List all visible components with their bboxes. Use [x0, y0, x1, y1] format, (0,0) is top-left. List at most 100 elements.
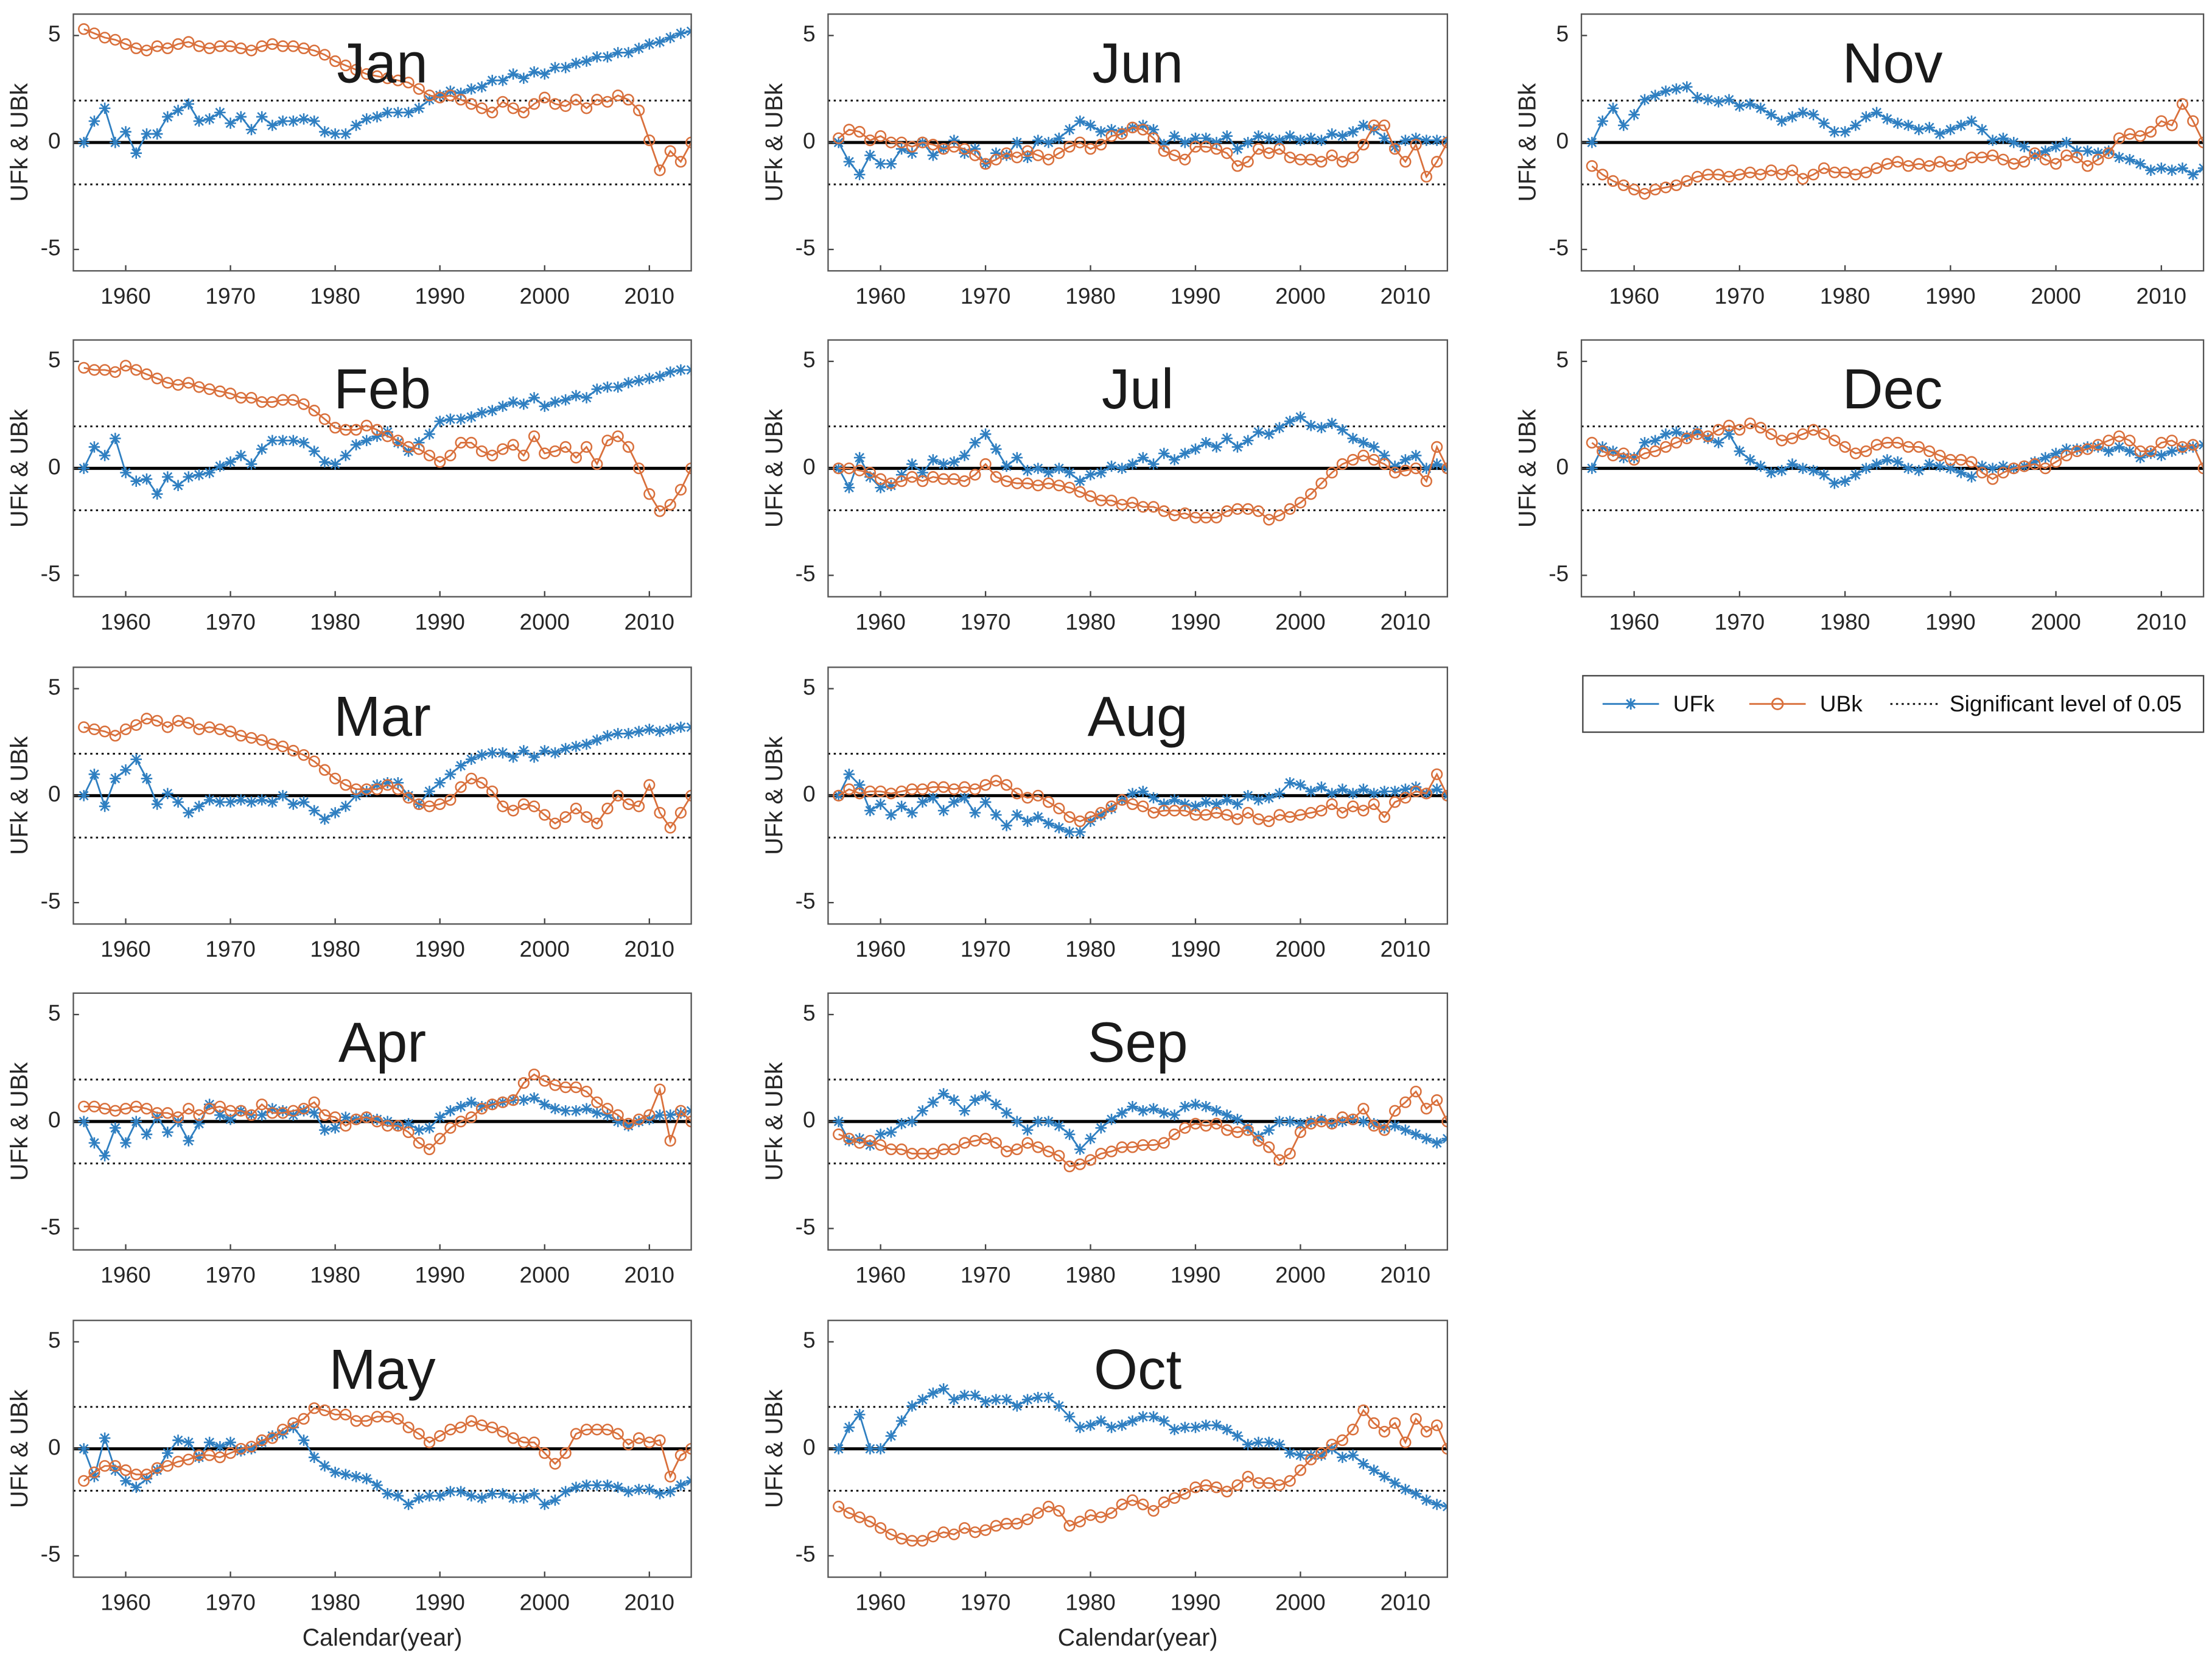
y-tick-label: 0	[803, 781, 816, 806]
point	[2018, 460, 2031, 472]
point	[308, 1107, 320, 1119]
x-tick-label: 1990	[415, 1589, 464, 1615]
panel: 1960 1970 1980 1990 2000 2010 -5 0 5 Nov UFk & UBk	[1514, 13, 2205, 309]
point	[1105, 124, 1118, 136]
point	[413, 1492, 425, 1504]
point	[979, 158, 992, 170]
point	[979, 458, 992, 470]
point	[1211, 441, 1222, 453]
point	[948, 456, 960, 468]
point	[130, 1116, 142, 1128]
point	[654, 36, 666, 48]
point	[193, 1109, 205, 1121]
point	[1389, 796, 1401, 808]
point	[643, 1484, 656, 1495]
point	[1850, 119, 1861, 131]
point	[151, 1111, 163, 1123]
point	[1284, 1147, 1296, 1160]
point	[1650, 435, 1661, 447]
point	[1389, 1477, 1401, 1489]
point	[1650, 89, 1661, 102]
point	[486, 449, 499, 462]
point	[623, 47, 634, 58]
point	[183, 717, 195, 729]
point	[1389, 1120, 1401, 1132]
point	[1315, 1114, 1328, 1125]
point	[1586, 463, 1598, 474]
point	[1420, 475, 1432, 487]
point	[1000, 147, 1013, 159]
point	[654, 505, 666, 517]
point	[245, 391, 257, 404]
point	[161, 42, 173, 55]
point	[1871, 439, 1883, 451]
point	[329, 128, 341, 140]
point	[298, 1103, 310, 1115]
point	[350, 790, 362, 802]
y-tick-label: 5	[803, 1327, 816, 1353]
point	[256, 734, 268, 746]
point	[318, 413, 331, 425]
point	[444, 89, 457, 102]
point	[1179, 1100, 1191, 1112]
point	[2092, 439, 2104, 451]
point	[895, 1415, 908, 1427]
point	[1379, 450, 1390, 461]
point	[225, 1436, 236, 1448]
point	[1902, 160, 1914, 172]
point	[360, 435, 373, 447]
point	[486, 405, 498, 416]
point	[277, 740, 289, 753]
x-tick-label: 2010	[1381, 283, 1430, 309]
point	[917, 796, 928, 808]
point	[895, 800, 908, 812]
point	[444, 768, 457, 780]
point	[1734, 424, 1746, 436]
x-tick-label: 1990	[415, 936, 464, 962]
point	[1765, 109, 1777, 120]
point	[1084, 143, 1097, 155]
point	[1221, 809, 1233, 821]
panel: 1960 1970 1980 1990 2000 2010 -5 0 5 May UFk & UBk…	[6, 1319, 692, 1651]
x-tick-label: 2010	[1381, 1262, 1430, 1288]
point	[1692, 92, 1703, 103]
point	[423, 449, 436, 462]
point	[864, 466, 877, 479]
point	[1221, 130, 1233, 142]
point	[601, 96, 614, 108]
point	[2039, 452, 2051, 464]
point	[675, 27, 687, 40]
point	[214, 1109, 226, 1121]
point	[1723, 419, 1735, 431]
point	[507, 439, 519, 451]
point	[1617, 179, 1629, 192]
point	[476, 1492, 488, 1504]
y-tick-label: 0	[803, 453, 816, 479]
point	[99, 725, 111, 738]
point	[1210, 511, 1223, 524]
point	[382, 779, 394, 791]
point	[1670, 179, 1682, 192]
series-layer	[833, 768, 1447, 838]
point	[1074, 1422, 1086, 1433]
point	[475, 102, 488, 114]
point	[1431, 458, 1443, 470]
point	[1420, 788, 1432, 800]
point	[402, 445, 415, 457]
point	[927, 792, 939, 804]
point	[172, 1111, 184, 1123]
point	[979, 779, 992, 791]
point	[875, 1443, 886, 1455]
point	[2155, 450, 2168, 461]
point	[329, 807, 341, 819]
point	[1179, 136, 1191, 148]
point	[990, 147, 1002, 159]
point	[979, 1133, 992, 1145]
point	[843, 1507, 855, 1519]
point	[1347, 433, 1359, 444]
point	[1116, 463, 1128, 474]
point	[424, 94, 435, 106]
point	[308, 1096, 320, 1108]
point	[2145, 447, 2157, 459]
point	[2071, 152, 2083, 164]
